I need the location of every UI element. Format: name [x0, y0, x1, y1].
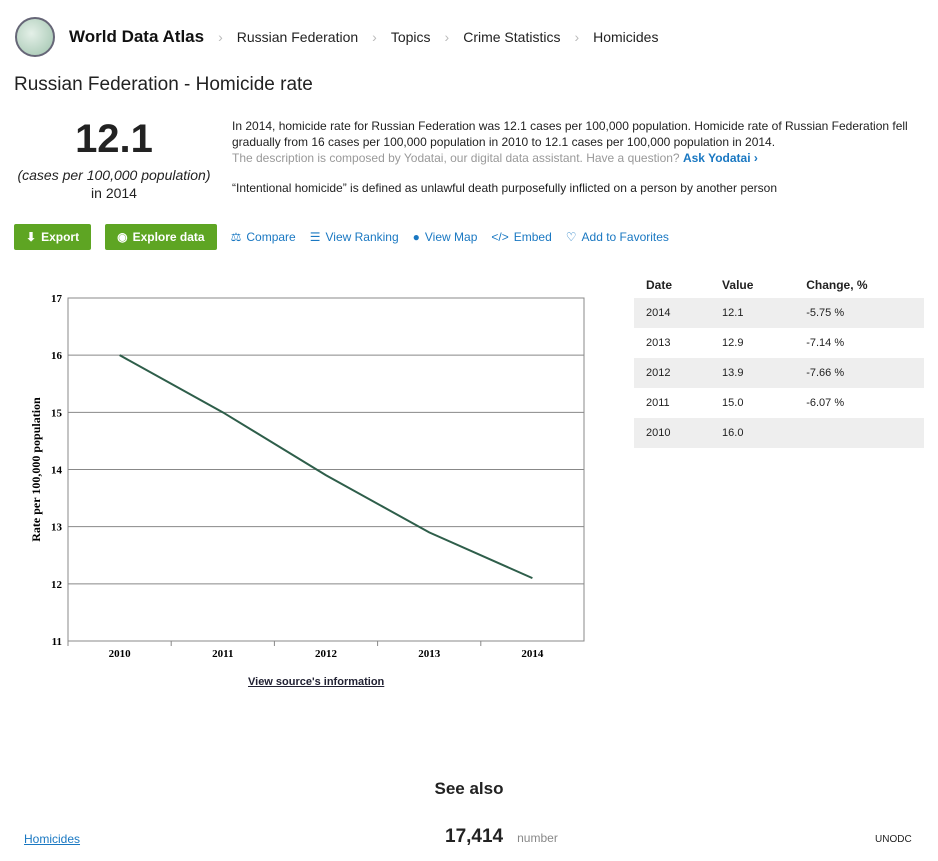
source-info-link[interactable]: View source's information: [248, 676, 385, 688]
brand[interactable]: World Data Atlas: [69, 27, 205, 46]
table-row: 2011 15.0 -6.07 %: [634, 388, 924, 418]
headline: 12.1 (cases per 100,000 population) in 2…: [0, 114, 228, 202]
list-icon: ☰: [309, 230, 321, 244]
chevron-icon: ›: [218, 29, 223, 45]
cell-change: [794, 418, 924, 448]
table-row: 2014 12.1 -5.75 %: [634, 298, 924, 328]
cell-value: 16.0: [710, 418, 795, 448]
cell-date: 2012: [634, 358, 711, 388]
chevron-icon: ›: [444, 29, 450, 45]
y-tick-label: 14: [51, 465, 63, 477]
cell-value: 15.0: [722, 397, 744, 409]
header: World Data Atlas › Russian Federation › …: [15, 17, 658, 57]
globe-icon: ●: [412, 230, 420, 244]
compare-label: Compare: [246, 230, 296, 244]
cell-date: 2013: [646, 337, 671, 349]
composed-note: The description is composed by Yodatai, …: [232, 151, 680, 165]
headline-value: 12.1: [75, 117, 153, 161]
table-header: Date Value Change, %: [634, 272, 924, 298]
breadcrumb-crime[interactable]: Crime Statistics: [463, 29, 561, 45]
embed-label: Embed: [513, 230, 552, 244]
cell-value: 13.9: [710, 358, 795, 388]
cell-date: 2011: [646, 397, 670, 409]
export-label: Export: [41, 230, 80, 244]
logo-globe-icon[interactable]: [15, 17, 55, 57]
cell-value: 12.1: [710, 298, 795, 328]
see-also-title: See also: [434, 779, 504, 798]
map-label: View Map: [424, 230, 478, 244]
ask-yodatai-link[interactable]: Ask Yodatai ›: [682, 151, 758, 165]
y-tick-label: 17: [51, 293, 63, 305]
y-tick-label: 12: [51, 579, 63, 591]
cell-change: -7.66 %: [794, 358, 924, 388]
description: In 2014, homicide rate for Russian Feder…: [232, 118, 928, 196]
heart-icon: ♡: [565, 230, 577, 244]
x-tick-label: 2010: [109, 648, 132, 660]
col-value: Value: [722, 278, 754, 292]
chevron-icon: ›: [372, 29, 377, 45]
eye-icon: ◉: [117, 230, 128, 244]
cell-date: 2014: [634, 298, 711, 328]
compare-link[interactable]: ⚖ Compare: [231, 230, 296, 244]
export-button[interactable]: ⬇ Export: [14, 224, 92, 250]
action-bar: ⬇ Export ◉ Explore data ⚖ Compare ☰ View Ran…: [14, 224, 669, 250]
y-tick-label: 15: [51, 407, 63, 419]
page-title: Russian Federation - Homicide rate: [14, 74, 313, 95]
table-row: 2010 16.0: [634, 418, 924, 448]
cell-date: 2010: [634, 418, 711, 448]
col-date: Date: [646, 278, 673, 292]
description-text: In 2014, homicide rate for Russian Feder…: [232, 119, 908, 149]
col-change: Change, %: [806, 278, 868, 292]
data-table: Date Value Change, % 2014 12.1 -5.75 % 2013…: [634, 272, 924, 448]
see-also-source: UNODC: [875, 834, 912, 845]
see-also-homicides-link[interactable]: Homicides: [24, 832, 81, 846]
explore-label: Explore data: [132, 230, 205, 244]
view-map-link[interactable]: ● View Map: [413, 230, 478, 244]
cell-change: -6.07 %: [806, 397, 845, 409]
definition: “Intentional homicide” is defined as unl…: [232, 181, 778, 195]
breadcrumb-homicides[interactable]: Homicides: [593, 29, 659, 45]
explore-data-button[interactable]: ◉ Explore data: [105, 224, 217, 250]
x-tick-label: 2014: [521, 648, 544, 660]
chevron-icon: ›: [574, 29, 580, 45]
table-row: 2013 12.9 -7.14 %: [634, 328, 924, 358]
headline-year: in 2014: [91, 185, 137, 201]
view-ranking-link[interactable]: ☰ View Ranking: [310, 230, 399, 244]
see-also-unit: number: [517, 831, 558, 845]
x-tick-label: 2011: [212, 648, 233, 660]
breadcrumb-country[interactable]: Russian Federation: [236, 29, 359, 45]
x-tick-label: 2012: [315, 648, 338, 660]
y-axis-label: Rate per 100,000 population: [29, 397, 43, 542]
download-icon: ⬇: [26, 230, 37, 244]
y-tick-label: 11: [52, 636, 62, 648]
cell-value: 12.9: [722, 337, 744, 349]
code-icon: </>: [491, 230, 509, 244]
favorites-label: Add to Favorites: [581, 230, 669, 244]
cell-change: -7.14 %: [806, 337, 845, 349]
breadcrumb-topics[interactable]: Topics: [390, 29, 431, 45]
ranking-label: View Ranking: [325, 230, 399, 244]
favorites-link[interactable]: ♡ Add to Favorites: [566, 230, 669, 244]
line-chart: 11 12 13 14 15 16 17 2010 2011 2012 2013 2014 Rate p…: [29, 293, 585, 660]
scale-icon: ⚖: [230, 230, 242, 244]
headline-unit: (cases per 100,000 population): [17, 167, 211, 183]
x-tick-label: 2013: [418, 648, 441, 660]
see-also-value: 17,414: [445, 826, 504, 847]
y-tick-label: 13: [51, 522, 63, 534]
cell-change: -5.75 %: [794, 298, 924, 328]
y-tick-label: 16: [51, 350, 63, 362]
see-also-figure: 17,414 number: [445, 826, 558, 848]
embed-link[interactable]: </> Embed: [491, 230, 551, 244]
table-row: 2012 13.9 -7.66 %: [634, 358, 924, 388]
